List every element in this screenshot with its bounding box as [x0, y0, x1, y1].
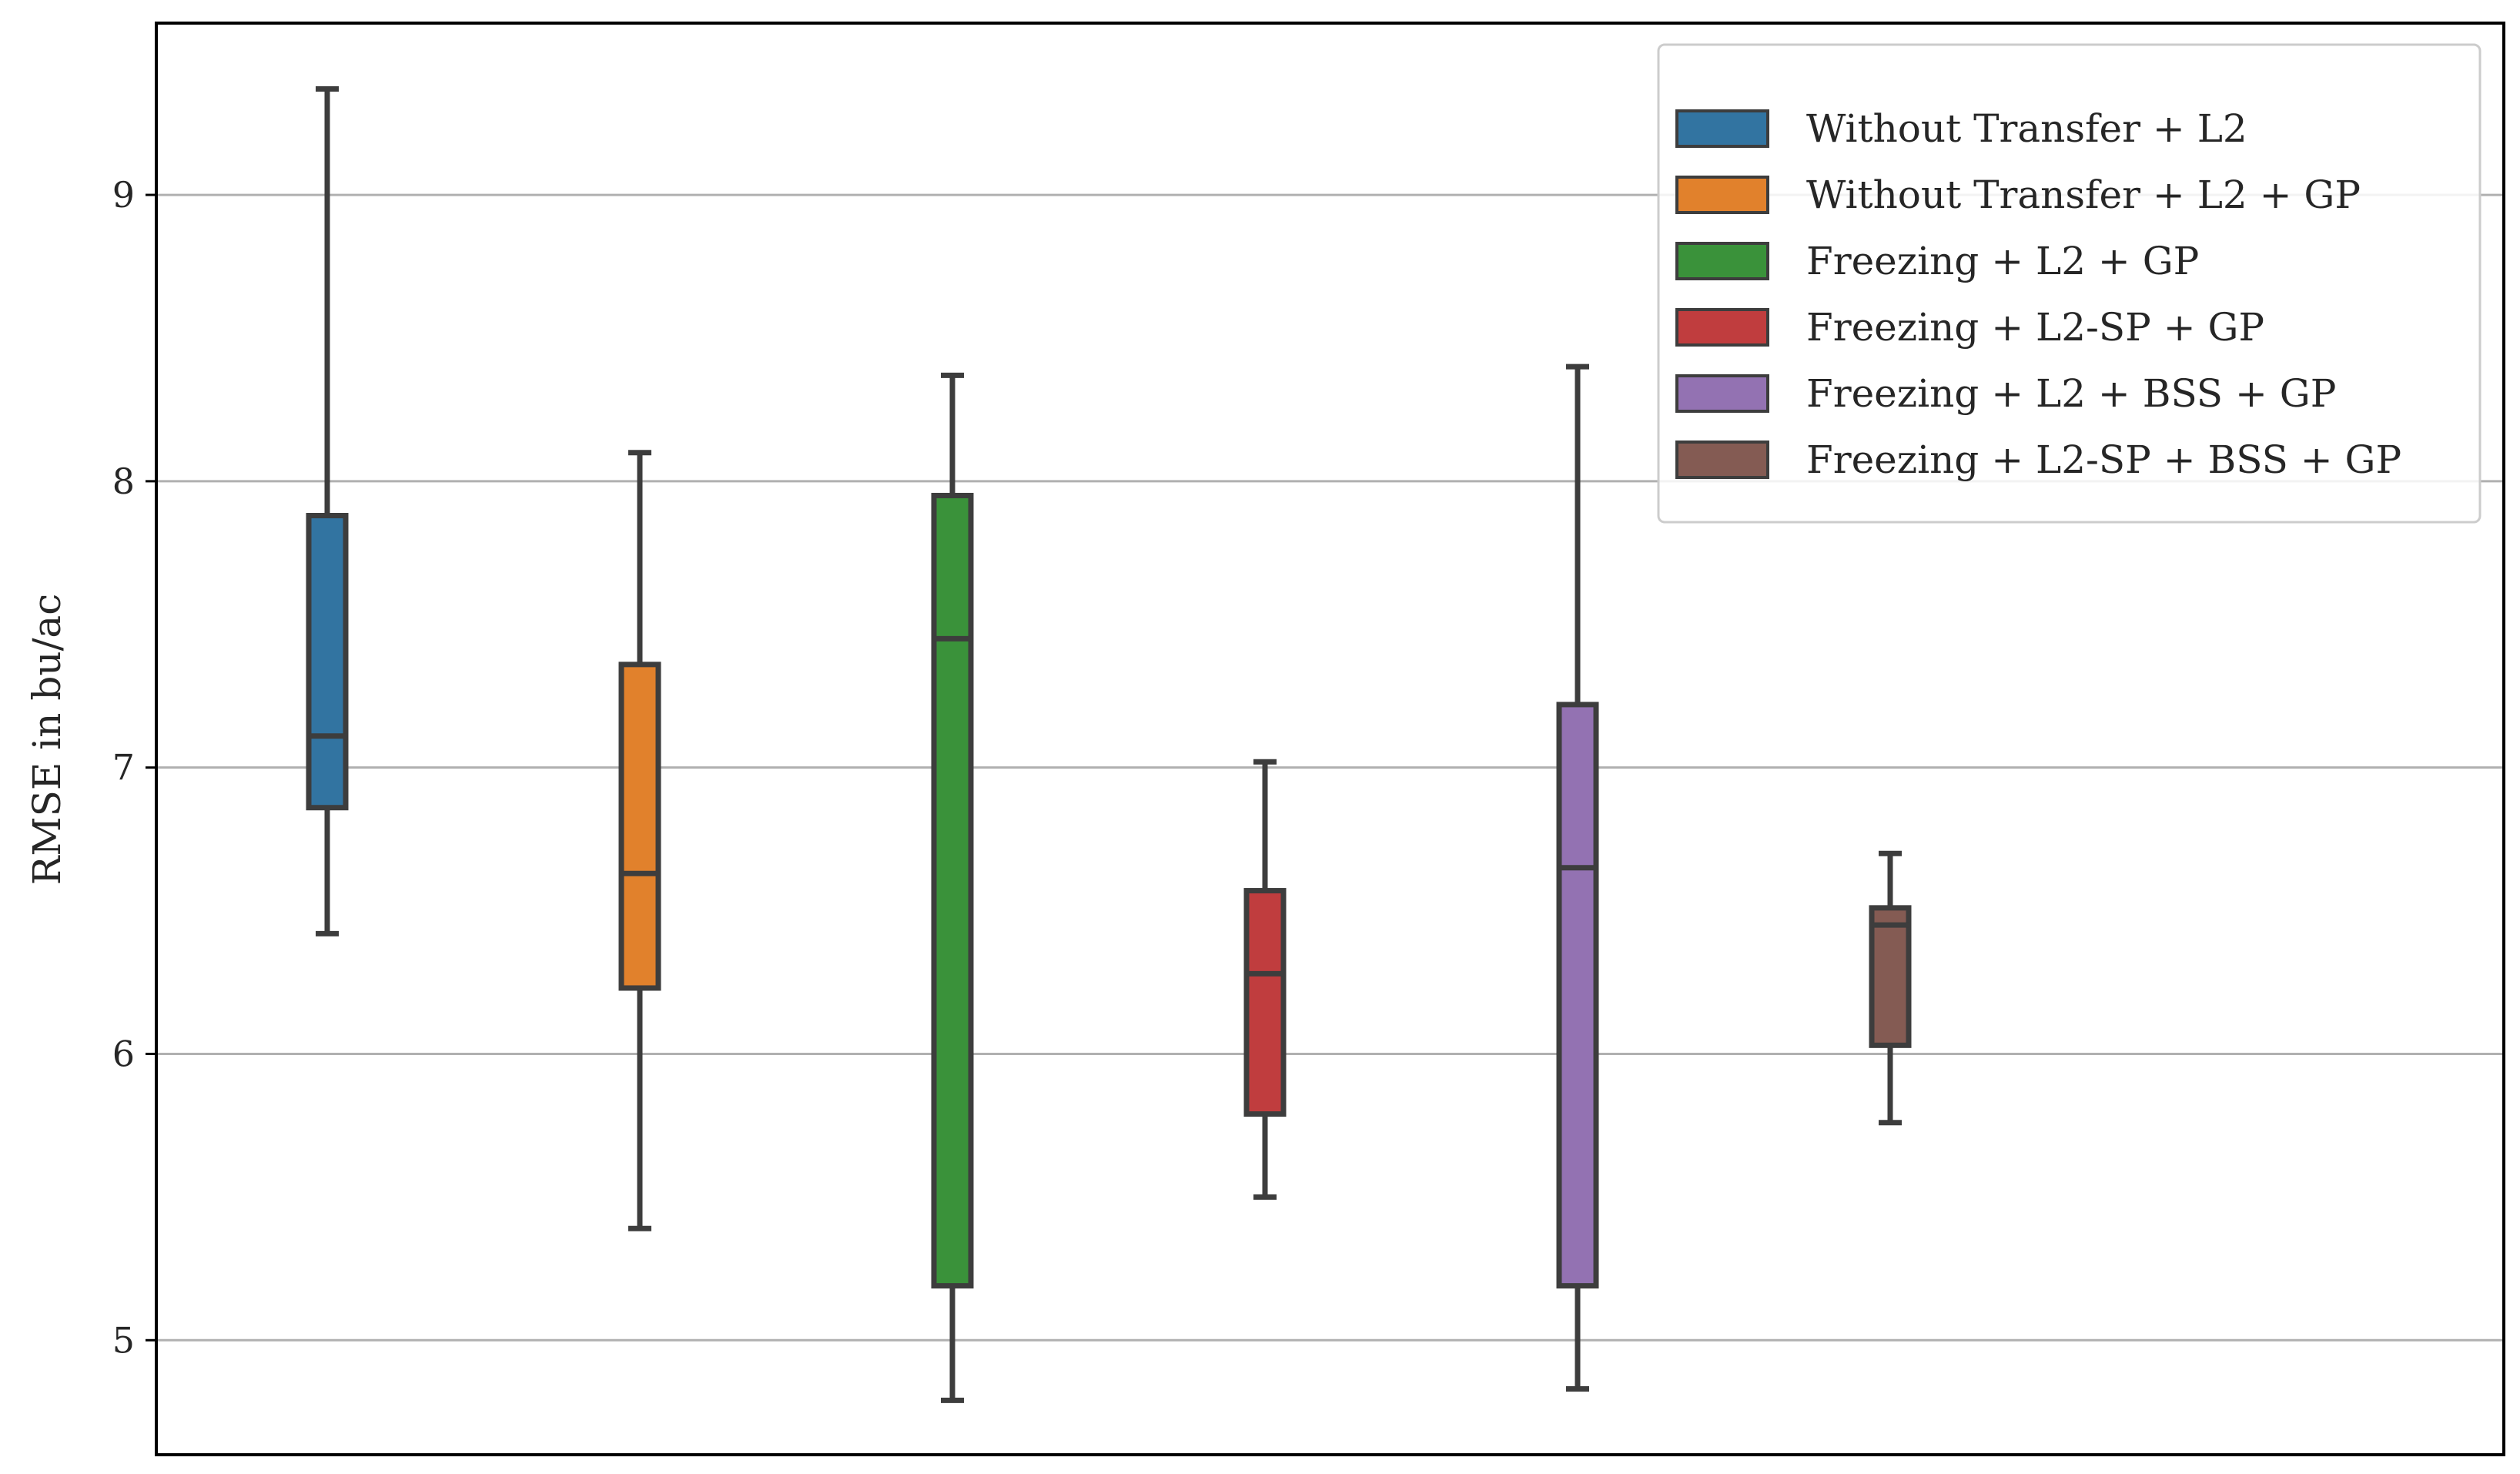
- box-body: [931, 492, 974, 1289]
- y-axis-ticks: 5 6 7 8 9: [112, 174, 156, 1361]
- tick-label-y-9: 9: [112, 174, 135, 216]
- legend-label: Freezing + L2 + GP: [1806, 239, 2199, 283]
- box-4: [1243, 759, 1287, 1200]
- legend-item-4: Freezing + L2-SP + GP: [1675, 305, 2264, 350]
- legend-item-5: Freezing + L2 + BSS + GP: [1675, 371, 2336, 416]
- box-body: [306, 512, 349, 811]
- box-body: [1556, 702, 1599, 1289]
- plot-frame: [155, 22, 2505, 1456]
- legend-swatch: [1675, 308, 1769, 347]
- legend-item-6: Freezing + L2-SP + BSS + GP: [1675, 437, 2401, 482]
- boxes: [306, 86, 1912, 1403]
- box-body: [1869, 905, 1912, 1048]
- box-body: [618, 662, 661, 991]
- box-2: [618, 450, 661, 1231]
- legend-swatch: [1675, 374, 1769, 413]
- box-body: [1243, 888, 1287, 1117]
- legend-label: Freezing + L2 + BSS + GP: [1806, 371, 2336, 416]
- legend-label: Freezing + L2-SP + BSS + GP: [1806, 437, 2401, 482]
- legend-item-2: Without Transfer + L2 + GP: [1675, 173, 2361, 217]
- legend-label: Without Transfer + L2 + GP: [1806, 173, 2361, 217]
- legend-item-3: Freezing + L2 + GP: [1675, 239, 2199, 283]
- legend-item-1: Without Transfer + L2: [1675, 106, 2247, 151]
- legend-label: Without Transfer + L2: [1806, 106, 2247, 151]
- tick-label-y-5: 5: [112, 1319, 135, 1361]
- box-5: [1556, 363, 1599, 1392]
- tick-label-y-8: 8: [112, 461, 135, 502]
- box-6: [1869, 850, 1912, 1126]
- legend-swatch: [1675, 109, 1769, 148]
- box-1: [306, 86, 349, 936]
- legend-label: Freezing + L2-SP + GP: [1806, 305, 2264, 350]
- legend-swatch: [1675, 242, 1769, 280]
- tick-label-y-7: 7: [112, 747, 135, 789]
- legend-swatch: [1675, 176, 1769, 214]
- legend: Without Transfer + L2 Without Transfer + …: [1657, 43, 2482, 524]
- tick-label-y-6: 6: [112, 1033, 135, 1074]
- box-3: [931, 372, 974, 1403]
- y-axis-label: RMSE in bu/ac: [25, 594, 69, 885]
- legend-swatch: [1675, 441, 1769, 479]
- legend-frame: [1657, 43, 2482, 524]
